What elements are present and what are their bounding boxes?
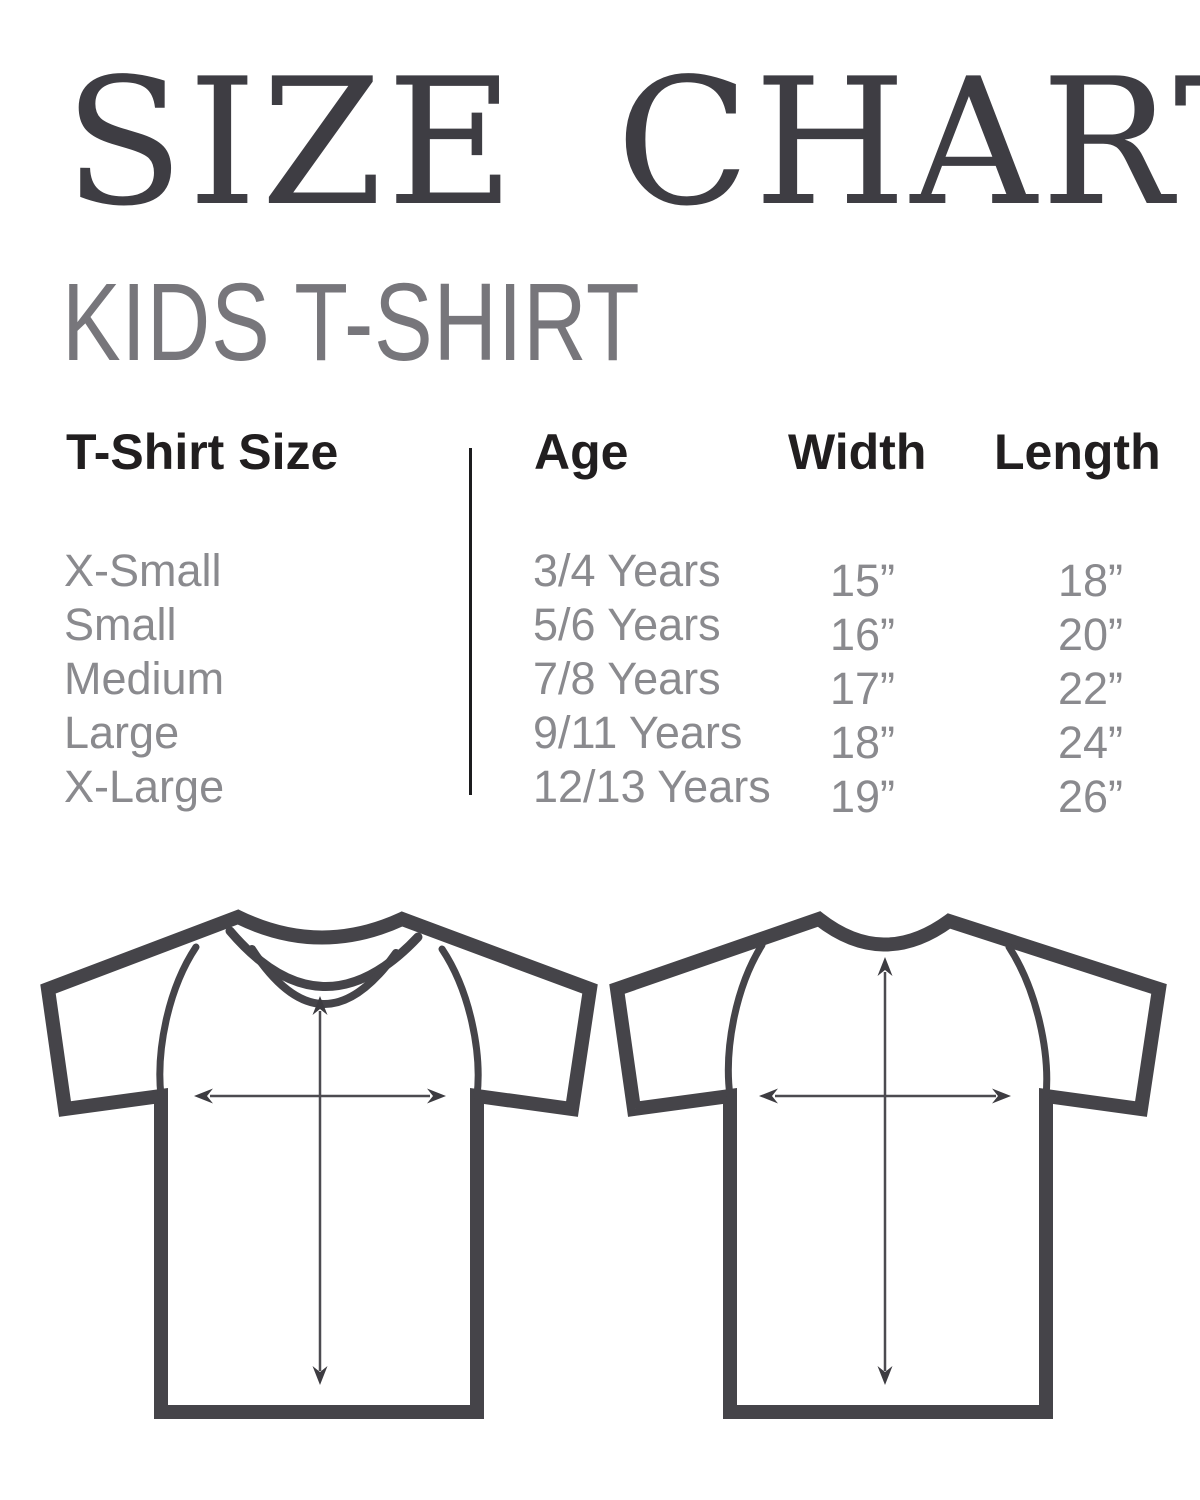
size-cell: X-Small bbox=[64, 545, 222, 596]
column-header-size: T-Shirt Size bbox=[66, 424, 339, 480]
size-column: X-Small Small Medium Large X-Large bbox=[64, 544, 224, 814]
width-cell: 15” bbox=[830, 555, 896, 606]
age-cell: 12/13 Years bbox=[533, 761, 771, 812]
age-cell: 3/4 Years bbox=[533, 545, 721, 596]
length-cell: 18” bbox=[1058, 555, 1124, 606]
length-cell: 20” bbox=[1058, 609, 1124, 660]
size-cell: Small bbox=[64, 599, 177, 650]
width-cell: 17” bbox=[830, 663, 896, 714]
size-cell: Large bbox=[64, 707, 180, 758]
width-cell: 18” bbox=[830, 717, 896, 768]
age-cell: 7/8 Years bbox=[533, 653, 721, 704]
age-column: 3/4 Years 5/6 Years 7/8 Years 9/11 Years… bbox=[533, 544, 771, 814]
tshirt-back-diagram bbox=[609, 911, 1167, 1419]
age-cell: 9/11 Years bbox=[533, 707, 743, 758]
length-cell: 26” bbox=[1058, 771, 1124, 822]
right-sleeve-seam bbox=[438, 945, 482, 1100]
right-sleeve-seam bbox=[1005, 943, 1051, 1100]
column-header-width: Width bbox=[788, 424, 927, 480]
length-cell: 22” bbox=[1058, 663, 1124, 714]
tshirt-back-outline bbox=[609, 911, 1167, 1419]
size-cell: Medium bbox=[64, 653, 225, 704]
size-cell: X-Large bbox=[64, 761, 225, 812]
page-subtitle: KIDS T-SHIRT bbox=[62, 261, 641, 384]
width-arrow bbox=[194, 1088, 446, 1104]
length-arrow bbox=[877, 957, 893, 1385]
page-title: SIZE CHART bbox=[64, 42, 1200, 245]
length-arrow bbox=[312, 996, 328, 1385]
column-header-length: Length bbox=[994, 424, 1161, 480]
left-sleeve-seam bbox=[156, 943, 200, 1100]
length-cell: 24” bbox=[1058, 717, 1124, 768]
width-arrow bbox=[759, 1088, 1011, 1104]
left-sleeve-seam bbox=[724, 941, 766, 1100]
tshirt-front-diagram bbox=[40, 909, 598, 1419]
age-cell: 5/6 Years bbox=[533, 599, 721, 650]
length-column: 18” 20” 22” 24” 26” bbox=[1058, 554, 1123, 824]
width-cell: 19” bbox=[830, 771, 896, 822]
column-divider bbox=[469, 448, 472, 795]
width-cell: 16” bbox=[830, 609, 896, 660]
column-header-age: Age bbox=[534, 424, 629, 480]
width-column: 15” 16” 17” 18” 19” bbox=[830, 554, 895, 824]
